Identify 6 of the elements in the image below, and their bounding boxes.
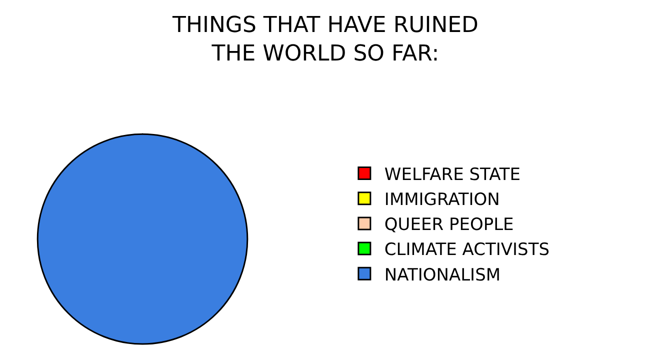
legend-label: NATIONALISM [384,265,501,286]
legend-label: WELFARE STATE [384,164,521,185]
legend-label: CLIMATE ACTIVISTS [384,240,550,260]
legend-label: IMMIGRATION [384,190,500,210]
legend-label: QUEER PEOPLE [384,215,514,236]
chart-title: THINGS THAT HAVE RUINED THE WORLD SO FAR: [172,12,478,66]
